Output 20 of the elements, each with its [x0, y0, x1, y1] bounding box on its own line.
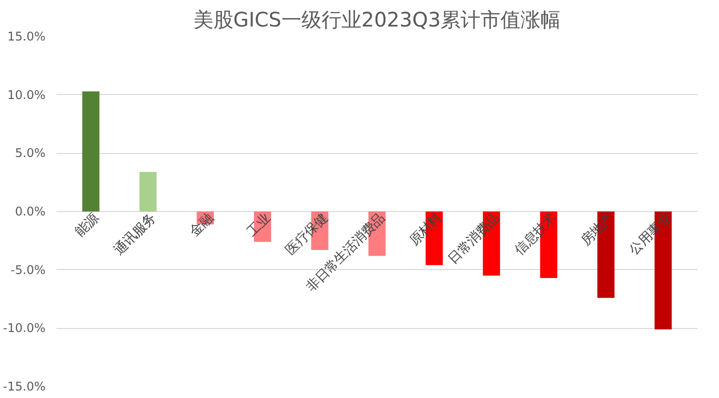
x-tick-label: 原材料: [407, 210, 446, 250]
x-tick-label: 工业: [244, 210, 274, 240]
bar: [139, 172, 157, 212]
chart-title: 美股GICS一级行业2023Q3累计市值涨幅: [193, 8, 561, 32]
x-tick-label: 公用事业: [626, 210, 674, 258]
y-tick-label: -5.0%: [10, 262, 46, 277]
x-tick-label: 金融: [187, 210, 216, 240]
y-tick-label: 0.0%: [15, 204, 46, 218]
x-tick-label: 房地产: [578, 210, 617, 250]
x-tick-label: 通讯服务: [112, 210, 160, 258]
y-tick-label: 15.0%: [7, 30, 46, 44]
y-tick-label: 10.0%: [7, 88, 46, 102]
x-tick-label: 医疗保健: [283, 210, 331, 258]
x-tick-label: 信息技术: [512, 210, 560, 258]
x-tick-label: 日常消费品: [446, 210, 502, 268]
y-tick-label: -15.0%: [3, 380, 46, 394]
bar: [82, 91, 100, 212]
x-tick-label: 能源: [72, 210, 102, 240]
y-tick-label: 5.0%: [15, 146, 46, 160]
y-tick-label: -10.0%: [3, 321, 46, 336]
